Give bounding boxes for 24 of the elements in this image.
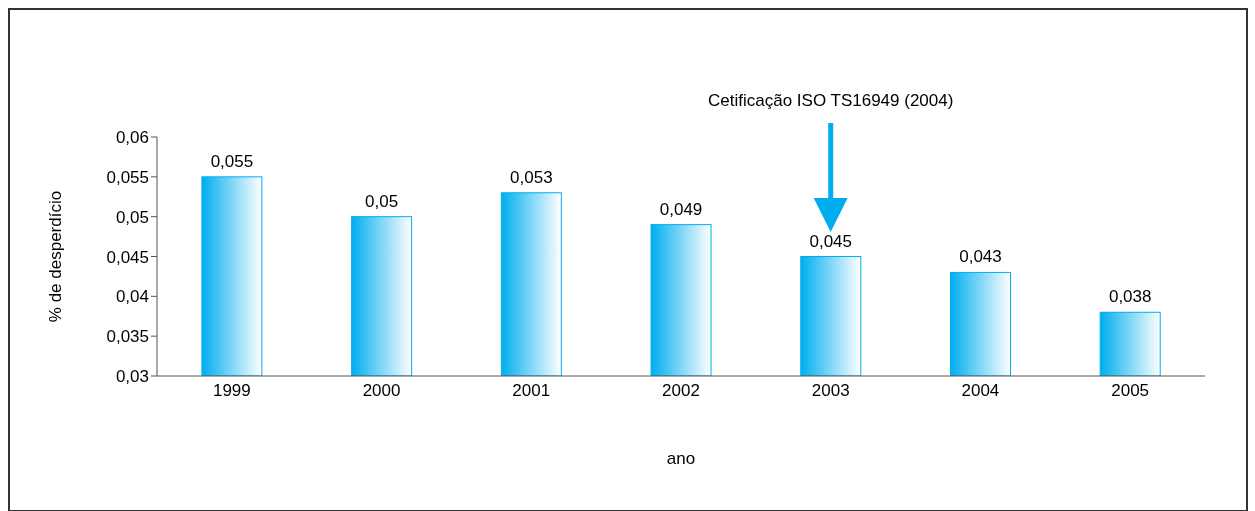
x-tick-label: 2004	[961, 381, 1000, 401]
y-tick-label: 0,045	[106, 247, 149, 267]
data-label: 0,043	[959, 247, 1002, 267]
x-tick-label: 1999	[212, 381, 251, 401]
data-label: 0,049	[659, 199, 703, 219]
x-axis-title: ano	[666, 449, 696, 468]
y-axis-title: % de desperdício	[46, 190, 66, 323]
x-tick-label: 2005	[1111, 381, 1150, 401]
y-tick-label: 0,05	[115, 207, 149, 227]
x-tick-label: 2000	[362, 381, 401, 401]
data-label: 0,038	[1108, 287, 1152, 307]
y-tick-label: 0,03	[115, 367, 149, 387]
x-tick-label: 2002	[662, 381, 700, 401]
data-label: 0,045	[809, 231, 853, 251]
y-tick-label: 0,035	[106, 327, 149, 347]
y-tick-label: 0,04	[115, 287, 149, 307]
data-label: 0,05	[365, 191, 399, 211]
y-tick-label: 0,055	[106, 167, 149, 187]
x-tick-label: 2001	[512, 381, 551, 401]
y-tick-label: 0,06	[115, 128, 149, 148]
data-label: 0,053	[510, 167, 553, 187]
data-label: 0,055	[210, 151, 254, 171]
x-tick-label: 2003	[811, 381, 850, 401]
text: Cetificação ISO TS16949 (2004)	[708, 91, 954, 110]
